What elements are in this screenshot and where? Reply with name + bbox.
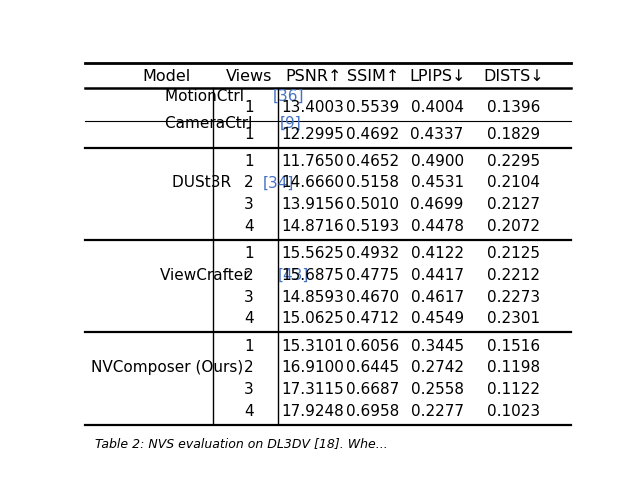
Text: 0.4122: 0.4122 xyxy=(411,246,463,261)
Text: Table 2: NVS evaluation on DL3DV [18]. Whe...: Table 2: NVS evaluation on DL3DV [18]. W… xyxy=(95,437,388,450)
Text: 0.1122: 0.1122 xyxy=(488,382,541,397)
Text: 0.2558: 0.2558 xyxy=(411,382,463,397)
Text: DUSt3R: DUSt3R xyxy=(172,176,236,190)
Text: 12.2995: 12.2995 xyxy=(282,126,344,142)
Text: 0.1396: 0.1396 xyxy=(487,100,541,115)
Text: 13.4003: 13.4003 xyxy=(282,100,344,115)
Text: 0.2212: 0.2212 xyxy=(488,268,541,283)
Text: Views: Views xyxy=(225,69,272,84)
Text: 0.6687: 0.6687 xyxy=(346,382,399,397)
Text: 13.9156: 13.9156 xyxy=(282,197,344,212)
Text: 1: 1 xyxy=(244,246,253,261)
Text: 0.5158: 0.5158 xyxy=(346,176,399,190)
Text: 0.5193: 0.5193 xyxy=(346,219,399,234)
Text: 3: 3 xyxy=(244,290,253,305)
Text: 0.4900: 0.4900 xyxy=(410,154,464,169)
Text: 0.4549: 0.4549 xyxy=(410,311,464,326)
Text: 11.7650: 11.7650 xyxy=(282,154,344,169)
Text: 0.2295: 0.2295 xyxy=(488,154,541,169)
Text: 0.4652: 0.4652 xyxy=(346,154,399,169)
Text: 17.3115: 17.3115 xyxy=(282,382,344,397)
Text: 0.1198: 0.1198 xyxy=(488,360,541,375)
Text: DISTS↓: DISTS↓ xyxy=(484,69,544,84)
Text: 0.2742: 0.2742 xyxy=(411,360,463,375)
Text: 0.4478: 0.4478 xyxy=(411,219,463,234)
Text: MotionCtrl: MotionCtrl xyxy=(164,89,248,103)
Text: 0.1516: 0.1516 xyxy=(488,339,541,353)
Text: CameraCtrl: CameraCtrl xyxy=(165,116,257,131)
Text: [36]: [36] xyxy=(273,89,304,103)
Text: 15.6875: 15.6875 xyxy=(282,268,344,283)
Text: 17.9248: 17.9248 xyxy=(282,404,344,419)
Text: 0.2277: 0.2277 xyxy=(411,404,463,419)
Text: ViewCrafter: ViewCrafter xyxy=(161,268,255,283)
Text: 15.0625: 15.0625 xyxy=(282,311,344,326)
Text: 0.4417: 0.4417 xyxy=(411,268,463,283)
Text: 0.4617: 0.4617 xyxy=(410,290,464,305)
Text: 0.4531: 0.4531 xyxy=(410,176,464,190)
Text: 0.2072: 0.2072 xyxy=(488,219,541,234)
Text: 0.4670: 0.4670 xyxy=(346,290,399,305)
Text: [43]: [43] xyxy=(278,268,309,283)
Text: 0.4337: 0.4337 xyxy=(410,126,464,142)
Text: 0.5539: 0.5539 xyxy=(346,100,399,115)
Text: 15.3101: 15.3101 xyxy=(282,339,344,353)
Text: 1: 1 xyxy=(244,126,253,142)
Text: 1: 1 xyxy=(244,100,253,115)
Text: 14.8716: 14.8716 xyxy=(282,219,344,234)
Text: 0.4775: 0.4775 xyxy=(346,268,399,283)
Text: 3: 3 xyxy=(244,197,253,212)
Text: 0.4699: 0.4699 xyxy=(410,197,464,212)
Text: 0.2301: 0.2301 xyxy=(488,311,541,326)
Text: 0.2125: 0.2125 xyxy=(488,246,541,261)
Text: 4: 4 xyxy=(244,219,253,234)
Text: NVComposer (Ours): NVComposer (Ours) xyxy=(91,360,243,375)
Text: 3: 3 xyxy=(244,382,253,397)
Text: [9]: [9] xyxy=(280,116,301,131)
Text: 0.6958: 0.6958 xyxy=(346,404,399,419)
Text: 0.6445: 0.6445 xyxy=(346,360,399,375)
Text: 0.2127: 0.2127 xyxy=(488,197,541,212)
Text: 0.2104: 0.2104 xyxy=(488,176,541,190)
Text: SSIM↑: SSIM↑ xyxy=(346,69,399,84)
Text: 2: 2 xyxy=(244,360,253,375)
Text: 16.9100: 16.9100 xyxy=(282,360,344,375)
Text: 2: 2 xyxy=(244,268,253,283)
Text: 0.4692: 0.4692 xyxy=(346,126,399,142)
Text: 1: 1 xyxy=(244,154,253,169)
Text: 4: 4 xyxy=(244,404,253,419)
Text: 0.4004: 0.4004 xyxy=(411,100,463,115)
Text: LPIPS↓: LPIPS↓ xyxy=(409,69,465,84)
Text: 0.5010: 0.5010 xyxy=(346,197,399,212)
Text: [34]: [34] xyxy=(263,176,294,190)
Text: 1: 1 xyxy=(244,339,253,353)
Text: 2: 2 xyxy=(244,176,253,190)
Text: 14.8593: 14.8593 xyxy=(282,290,344,305)
Text: 0.3445: 0.3445 xyxy=(410,339,464,353)
Text: PSNR↑: PSNR↑ xyxy=(285,69,341,84)
Text: 0.2273: 0.2273 xyxy=(488,290,541,305)
Text: 4: 4 xyxy=(244,311,253,326)
Text: 14.6660: 14.6660 xyxy=(282,176,344,190)
Text: 0.6056: 0.6056 xyxy=(346,339,399,353)
Text: Model: Model xyxy=(143,69,191,84)
Text: 0.4712: 0.4712 xyxy=(346,311,399,326)
Text: 0.1829: 0.1829 xyxy=(488,126,541,142)
Text: 0.4932: 0.4932 xyxy=(346,246,399,261)
Text: 15.5625: 15.5625 xyxy=(282,246,344,261)
Text: 0.1023: 0.1023 xyxy=(488,404,541,419)
